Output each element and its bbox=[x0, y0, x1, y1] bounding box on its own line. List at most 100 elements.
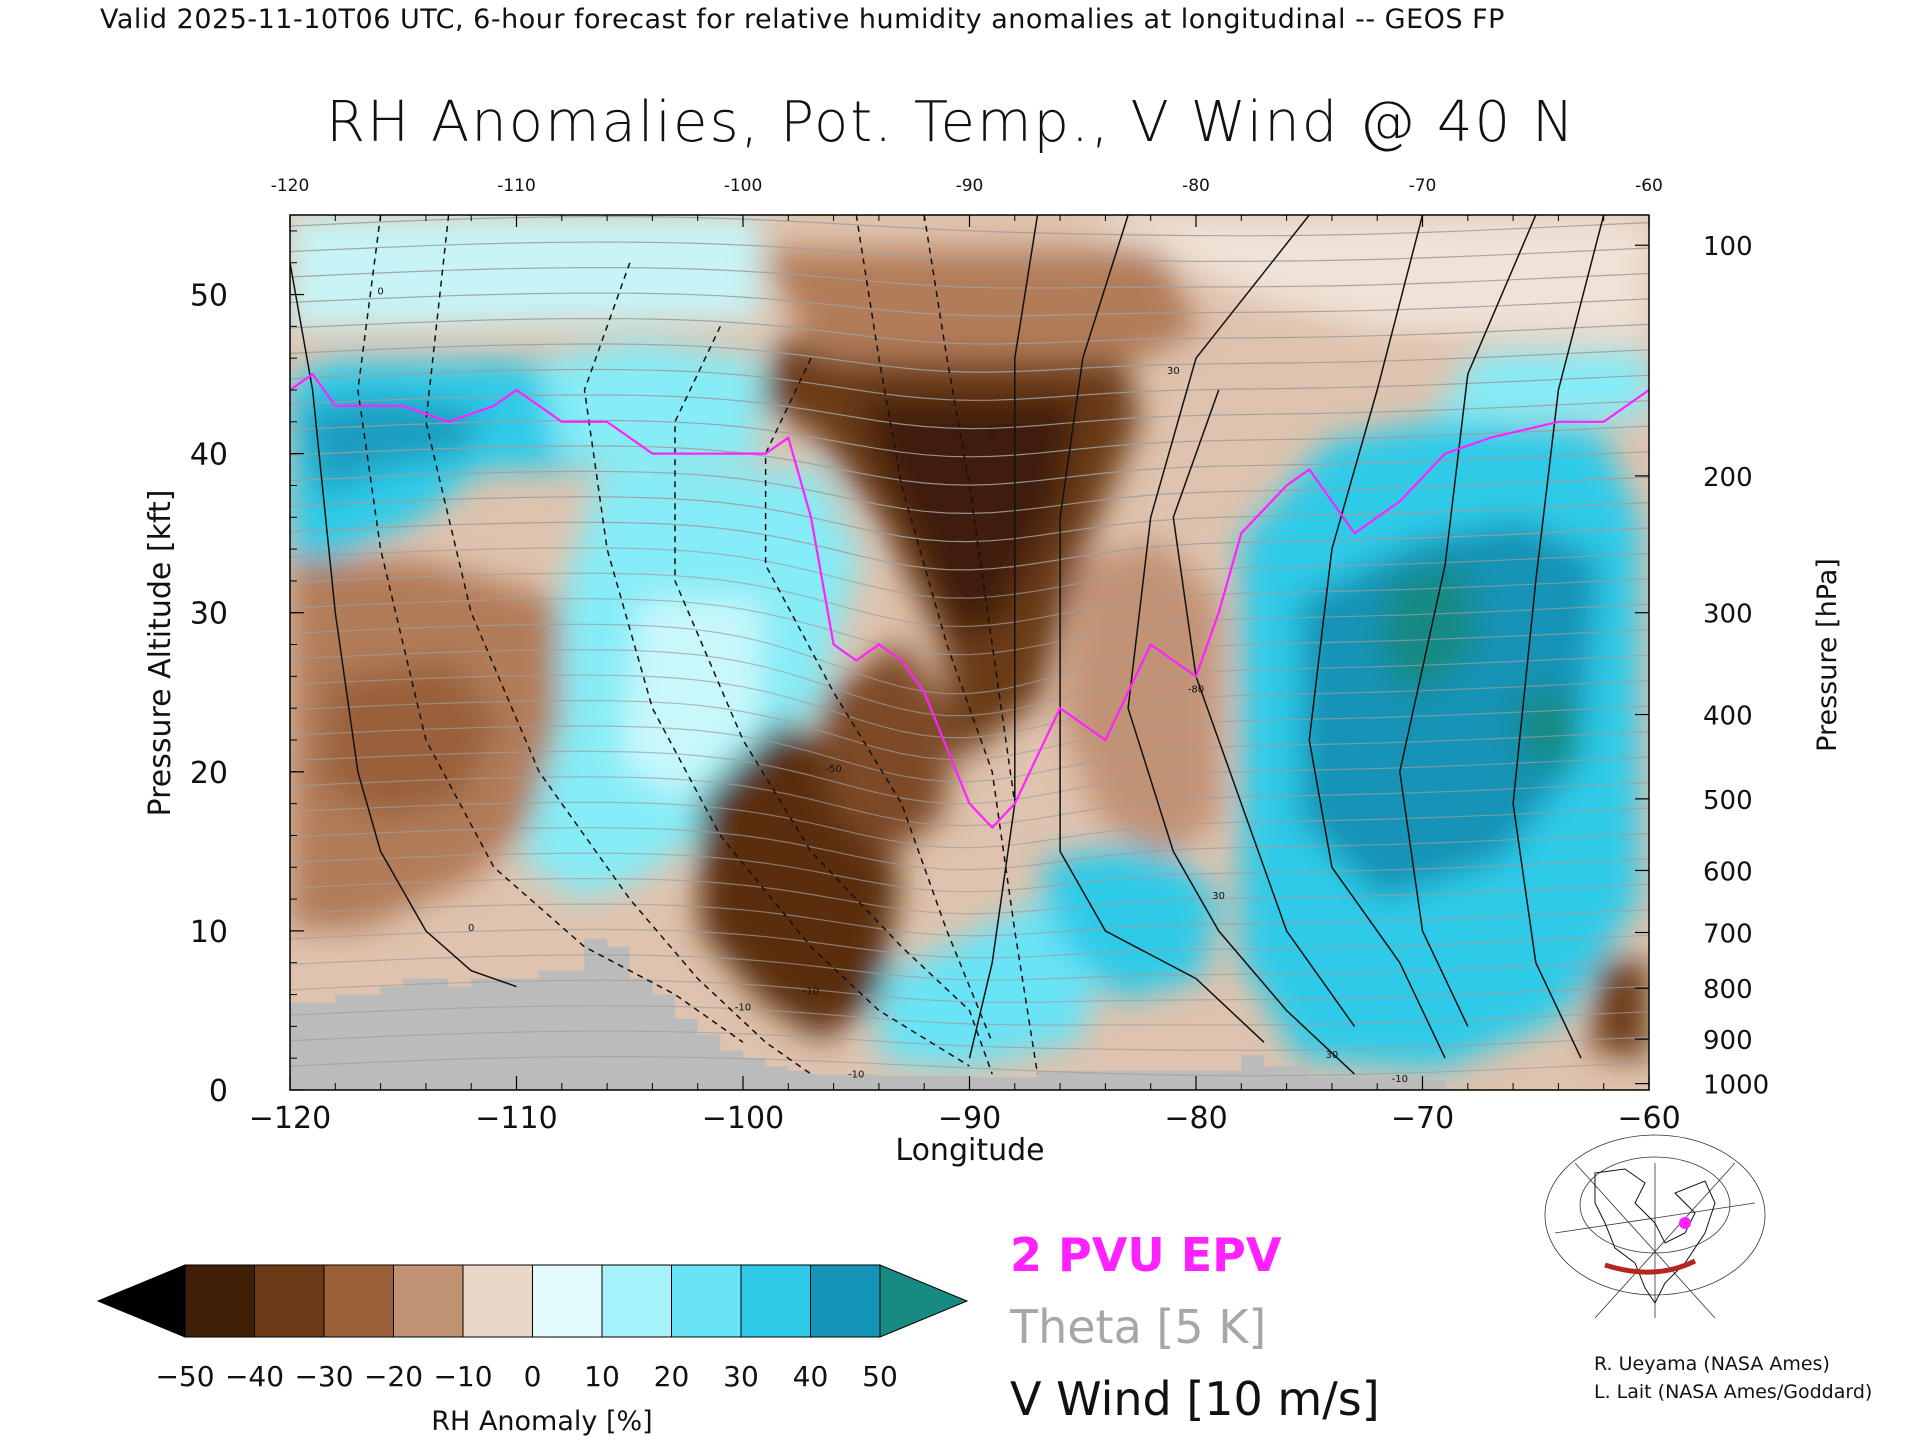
y-left-tick-label: 0 bbox=[209, 1074, 228, 1109]
theta-contour bbox=[290, 547, 1649, 599]
v-wind-contour bbox=[855, 215, 1039, 1075]
x-tick-label: −60 bbox=[1617, 1101, 1680, 1136]
y-right-tick-label: 100 bbox=[1703, 232, 1753, 262]
x-tick-label: −110 bbox=[475, 1101, 557, 1136]
colorbar-tick-label: −30 bbox=[294, 1360, 353, 1393]
theta-contour bbox=[290, 877, 1649, 915]
colorbar-bin bbox=[462, 1264, 533, 1338]
y-left-tick-label: 20 bbox=[190, 756, 228, 791]
theta-contour bbox=[290, 801, 1649, 849]
v-wind-contour bbox=[674, 326, 993, 1075]
theta-contour bbox=[290, 470, 1649, 515]
theta-contour bbox=[290, 445, 1649, 486]
credit-line-2: L. Lait (NASA Ames/Goddard) bbox=[1594, 1381, 1873, 1403]
terrain-profile bbox=[290, 938, 1649, 1090]
colorbar-bin bbox=[810, 1264, 881, 1338]
x-tick-label: −80 bbox=[1164, 1101, 1227, 1136]
colorbar-tick-label: 50 bbox=[862, 1360, 898, 1393]
theta-contour bbox=[290, 903, 1649, 937]
v-wind-contour bbox=[923, 215, 1016, 804]
colorbar-label: RH Anomaly [%] bbox=[431, 1406, 652, 1437]
v-wind-label: 30 bbox=[1212, 891, 1225, 902]
chart-title: RH Anomalies, Pot. Temp., V Wind @ 40 N bbox=[0, 90, 1920, 155]
v-wind-contour bbox=[290, 262, 517, 988]
v-wind-contour bbox=[357, 215, 744, 1043]
x-tick-label: −100 bbox=[702, 1101, 784, 1136]
top-x-tick-label: -70 bbox=[1409, 176, 1437, 196]
v-wind-contours bbox=[290, 215, 1605, 1075]
v-wind-label: -10 bbox=[1392, 1074, 1408, 1085]
top-x-tick-label: -110 bbox=[497, 176, 536, 196]
x-axis-label: Longitude bbox=[895, 1133, 1044, 1168]
v-wind-contour bbox=[1512, 215, 1605, 1059]
v-wind-label: -10 bbox=[848, 1069, 864, 1080]
v-wind-contour bbox=[425, 215, 812, 1075]
v-wind-label: 0 bbox=[377, 287, 383, 298]
theta-contour bbox=[290, 674, 1649, 739]
v-wind-label: -10 bbox=[735, 1002, 751, 1013]
theta-contour bbox=[290, 394, 1649, 430]
colorbar-tick-label: 30 bbox=[723, 1360, 759, 1393]
x-tick-label: −70 bbox=[1391, 1101, 1454, 1136]
y-axis-left: 0 10 20 30 40 50 bbox=[190, 279, 304, 1109]
theta-contour bbox=[290, 343, 1649, 373]
colorbar-tick-label: −40 bbox=[225, 1360, 284, 1393]
v-wind-contour bbox=[1308, 215, 1446, 1059]
top-x-tick-label: -80 bbox=[1182, 176, 1210, 196]
colorbar-bin bbox=[671, 1264, 742, 1338]
colorbar-bin bbox=[323, 1264, 394, 1338]
legend-epv: 2 PVU EPV bbox=[1010, 1228, 1282, 1282]
top-x-axis: -120 -110 -100 -90 -80 -70 -60 bbox=[271, 176, 1663, 227]
y-right-tick-label: 500 bbox=[1703, 786, 1753, 816]
y-right-tick-label: 400 bbox=[1703, 702, 1753, 732]
v-wind-label: -80 bbox=[1188, 684, 1204, 695]
rh-anomaly-field bbox=[290, 215, 1649, 1070]
theta-contour bbox=[290, 776, 1649, 827]
colorbar-bin bbox=[601, 1264, 672, 1338]
legend-theta: Theta [5 K] bbox=[1010, 1300, 1267, 1354]
v-wind-contour bbox=[583, 262, 970, 1067]
theta-contour bbox=[290, 496, 1649, 543]
y-axis-right-label: Pressure [hPa] bbox=[1812, 558, 1843, 752]
y-right-tick-label: 600 bbox=[1703, 857, 1753, 887]
theta-contour bbox=[290, 368, 1649, 401]
colorbar-tick-label: −10 bbox=[433, 1360, 492, 1393]
theta-contour bbox=[290, 623, 1649, 695]
y-left-tick-label: 30 bbox=[190, 597, 228, 632]
theta-contour bbox=[290, 928, 1649, 959]
y-left-tick-label: 40 bbox=[190, 438, 228, 473]
theta-contour bbox=[290, 572, 1649, 628]
epv-2pvu-line bbox=[290, 372, 1649, 830]
colorbar-tick-label: 20 bbox=[654, 1360, 690, 1393]
theta-contour bbox=[290, 241, 1649, 262]
colorbar-tick-label: 10 bbox=[584, 1360, 620, 1393]
colorbar-tick-label: 40 bbox=[793, 1360, 829, 1393]
v-wind-contour bbox=[1127, 215, 1356, 1075]
theta-contours bbox=[290, 215, 1649, 1077]
colorbar-bin bbox=[740, 1264, 811, 1338]
forecast-valid-line: Valid 2025-11-10T06 UTC, 6-hour forecast… bbox=[100, 4, 1505, 35]
theta-contour bbox=[290, 700, 1649, 761]
y-right-tick-label: 700 bbox=[1703, 920, 1753, 950]
v-wind-label: 30 bbox=[1167, 366, 1180, 377]
legend-vwind: V Wind [10 m/s] bbox=[1010, 1372, 1380, 1426]
y-right-tick-label: 900 bbox=[1703, 1026, 1753, 1056]
theta-contour bbox=[290, 419, 1649, 458]
v-wind-contour bbox=[1172, 389, 1356, 1027]
y-right-tick-label: 200 bbox=[1703, 463, 1753, 493]
theta-contour bbox=[290, 979, 1649, 1004]
y-left-tick-label: 10 bbox=[190, 915, 228, 950]
chart-title-text: RH Anomalies, Pot. Temp., V Wind @ 40 N bbox=[326, 90, 1576, 155]
v-wind-contour bbox=[1399, 215, 1537, 1027]
v-wind-label: -50 bbox=[825, 764, 841, 775]
theta-contour bbox=[290, 827, 1649, 871]
y-axis-right: 100 200 300 400 500 600 700 800 900 1000 bbox=[1635, 232, 1769, 1101]
v-wind-label: 30 bbox=[1326, 1050, 1339, 1061]
inset-map bbox=[1544, 1134, 1766, 1319]
theta-contour bbox=[290, 267, 1649, 289]
rh-colorbar: −50 −40 −30 −20 −10 0 10 20 30 40 50 bbox=[96, 1264, 969, 1393]
plot-area bbox=[290, 215, 1649, 1090]
colorbar-under-arrow bbox=[96, 1264, 186, 1338]
colorbar-tick-label: 0 bbox=[524, 1360, 542, 1393]
